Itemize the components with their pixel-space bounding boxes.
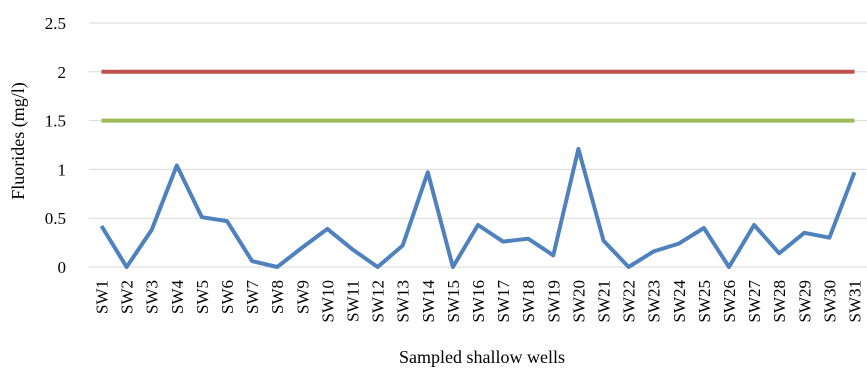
x-tick-label: SW20 [569, 280, 588, 323]
x-tick-label: SW5 [193, 280, 212, 314]
x-axis-title: Sampled shallow wells [399, 347, 565, 367]
y-tick-label: 1 [58, 160, 67, 179]
x-tick-label: SW19 [544, 280, 563, 323]
series-line-0 [99, 146, 857, 269]
x-tick-label: SW15 [444, 280, 463, 323]
x-tick-label: SW24 [670, 280, 689, 323]
x-tick-label: SW1 [93, 280, 112, 314]
x-tick-label: SW21 [595, 280, 614, 323]
x-tick-label: SW11 [344, 280, 363, 322]
y-tick-label: 2.5 [45, 14, 66, 33]
y-tick-label: 1.5 [45, 112, 66, 131]
x-tick-label: SW28 [770, 280, 789, 323]
x-tick-label: SW2 [118, 280, 137, 314]
x-tick-label: SW25 [695, 280, 714, 323]
x-tick-label: SW10 [318, 280, 337, 323]
x-axis-tick-labels: SW1 SW2 SW3 SW4 SW5 SW6 SW7 SW8 SW9 SW10 SW11 SW12 S… [93, 280, 865, 323]
x-tick-label: SW14 [419, 280, 438, 323]
x-tick-label: SW22 [620, 280, 639, 323]
data-series [99, 69, 857, 269]
y-axis-tick-labels: 0 0.5 1 1.5 2 2.5 [45, 14, 66, 277]
y-axis-title: Fluorides (mg/l) [8, 82, 29, 200]
x-tick-label: SW23 [645, 280, 664, 323]
x-tick-label: SW9 [293, 280, 312, 314]
x-tick-label: SW13 [394, 280, 413, 323]
x-tick-label: SW31 [846, 280, 865, 323]
x-tick-label: SW30 [820, 280, 839, 323]
x-tick-label: SW29 [795, 280, 814, 323]
x-tick-label: SW3 [143, 280, 162, 314]
x-tick-label: SW12 [369, 280, 388, 323]
y-tick-label: 0 [58, 258, 67, 277]
x-tick-label: SW16 [469, 280, 488, 323]
x-tick-label: SW17 [494, 280, 513, 323]
x-tick-label: SW6 [218, 280, 237, 314]
x-tick-label: SW26 [720, 280, 739, 323]
y-tick-label: 0.5 [45, 209, 66, 228]
y-tick-label: 2 [58, 63, 67, 82]
x-tick-label: SW27 [745, 280, 764, 323]
x-tick-label: SW18 [519, 280, 538, 323]
x-tick-label: SW8 [268, 280, 287, 314]
x-tick-label: SW4 [168, 280, 187, 315]
x-tick-label: SW7 [243, 280, 262, 315]
